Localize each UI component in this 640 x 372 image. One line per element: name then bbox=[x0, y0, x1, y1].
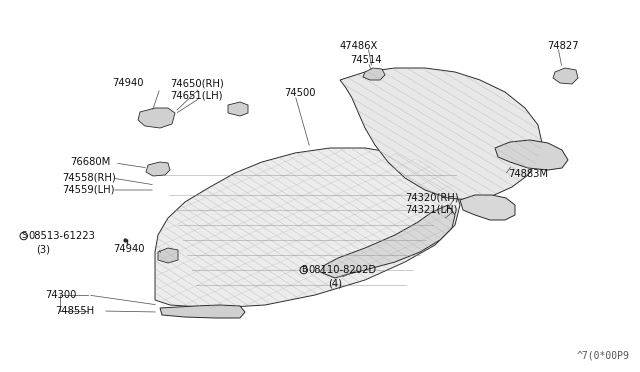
Polygon shape bbox=[363, 68, 385, 80]
Text: S: S bbox=[21, 231, 26, 241]
Text: 74559(LH): 74559(LH) bbox=[62, 184, 115, 194]
Text: 74320(RH): 74320(RH) bbox=[405, 192, 459, 202]
Text: 74883M: 74883M bbox=[508, 169, 548, 179]
Polygon shape bbox=[553, 68, 578, 84]
Polygon shape bbox=[228, 102, 248, 116]
Text: 74940: 74940 bbox=[113, 244, 145, 254]
Text: 74500: 74500 bbox=[284, 88, 316, 98]
Text: 76680M: 76680M bbox=[70, 157, 110, 167]
Text: 47486X: 47486X bbox=[340, 41, 378, 51]
Text: 74651(LH): 74651(LH) bbox=[170, 91, 223, 101]
Text: 08110-8202D: 08110-8202D bbox=[308, 265, 376, 275]
Text: 74558(RH): 74558(RH) bbox=[62, 172, 116, 182]
Polygon shape bbox=[340, 68, 542, 200]
Text: 74940: 74940 bbox=[112, 78, 143, 88]
Polygon shape bbox=[138, 108, 175, 128]
Text: 74827: 74827 bbox=[547, 41, 579, 51]
Polygon shape bbox=[495, 140, 568, 170]
Polygon shape bbox=[160, 305, 245, 318]
Text: (4): (4) bbox=[328, 278, 342, 288]
Text: 74855H: 74855H bbox=[55, 306, 94, 316]
Text: 74514: 74514 bbox=[350, 55, 381, 65]
Text: 74300: 74300 bbox=[45, 290, 76, 300]
Polygon shape bbox=[146, 162, 170, 176]
Text: 74321(LH): 74321(LH) bbox=[405, 204, 458, 214]
Polygon shape bbox=[155, 148, 460, 308]
Polygon shape bbox=[158, 248, 178, 263]
Text: (3): (3) bbox=[36, 244, 50, 254]
Text: 08513-61223: 08513-61223 bbox=[29, 231, 95, 241]
Text: 74650(RH): 74650(RH) bbox=[170, 78, 224, 88]
Text: B: B bbox=[301, 266, 307, 275]
Polygon shape bbox=[460, 195, 515, 220]
Text: ^7(0*00P9: ^7(0*00P9 bbox=[577, 350, 630, 360]
Polygon shape bbox=[320, 205, 455, 278]
